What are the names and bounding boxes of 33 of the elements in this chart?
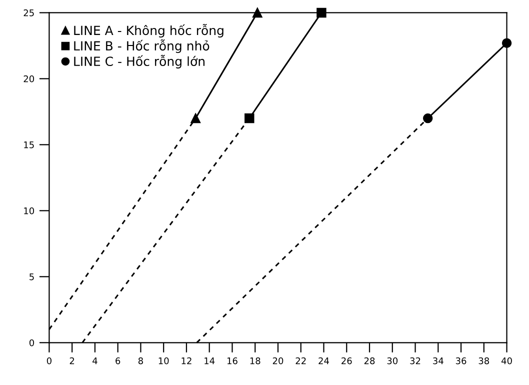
x-tick-label: 40 [501,357,512,364]
legend-label: LINE A - Không hốc rỗng [74,24,224,38]
legend-label: LINE B - Hốc rỗng nhỏ [74,39,210,53]
x-tick-label: 12 [182,357,192,364]
point [190,113,200,124]
x-tick-label: 32 [410,357,420,364]
x-tick-label: 10 [158,357,169,364]
y-tick-label: 5 [30,274,34,280]
y-tick-label: 15 [24,142,34,148]
x-tick-label: 2 [70,357,74,364]
y-tick-label: 0 [29,339,34,346]
x-tick-label: 16 [227,357,238,364]
x-tick-label: 22 [296,357,306,364]
x-tick-label: 36 [456,357,466,364]
x-tick-label: 24 [318,357,329,364]
legend-label: LINE C - Hốc rỗng lớn [74,54,204,68]
point [422,113,433,124]
x-tick-label: 30 [387,357,398,364]
y-tick-label: 10 [24,207,34,214]
x-tick-label: 4 [92,358,98,364]
x-tick-label: 6 [116,357,120,364]
point [244,113,254,124]
x-tick-label: 34 [433,357,444,364]
x-tick-label: 8 [138,357,143,364]
x-tick-label: 14 [204,358,215,364]
y-tick-label: 25 [24,9,34,16]
x-tick-label: 0 [46,357,52,364]
x-tick-label: 20 [272,357,284,364]
x-tick-label: 26 [342,357,352,364]
x-tick-label: 18 [250,357,260,364]
x-tick-label: 28 [364,357,375,364]
y-tick-label: 20 [24,75,34,82]
x-tick-label: 38 [478,357,490,364]
